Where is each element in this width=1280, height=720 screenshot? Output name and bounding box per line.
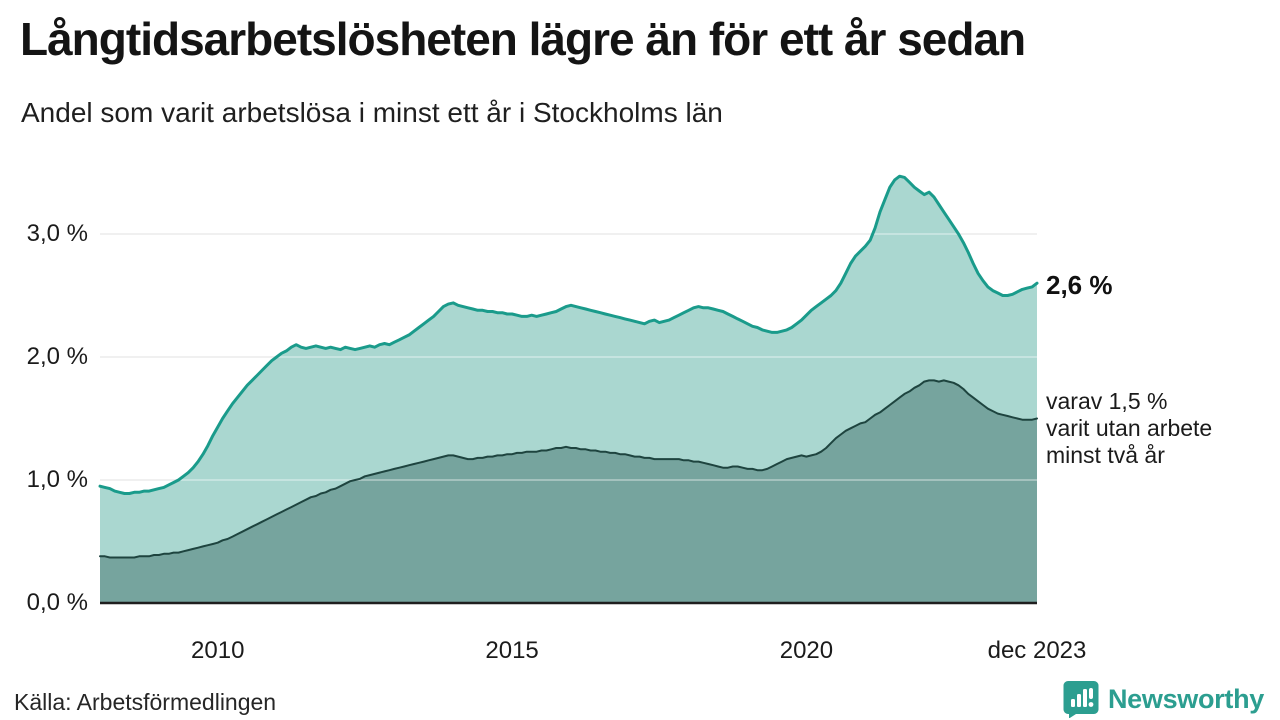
x-tick-label: 2015 xyxy=(485,637,539,664)
y-tick-label: 2,0 % xyxy=(26,343,88,370)
chart-subtitle: Andel som varit arbetslösa i minst ett å… xyxy=(21,97,723,128)
last-value-annotation: 2,6 % xyxy=(1046,270,1113,300)
y-tick-label: 1,0 % xyxy=(26,466,88,493)
annotation-line-2: varit utan arbete xyxy=(1046,415,1213,441)
newsworthy-wordmark: Newsworthy xyxy=(1107,683,1264,714)
annotation-line-3: minst två år xyxy=(1046,442,1165,468)
newsworthy-logo-link[interactable]: Newsworthy xyxy=(1063,680,1264,718)
source-credit: Källa: Arbetsförmedlingen xyxy=(14,689,277,715)
x-tick-label: 2020 xyxy=(779,637,834,664)
annotation-line-1: varav 1,5 % xyxy=(1046,388,1168,414)
two-year-annotation: varav 1,5 % varit utan arbete minst två … xyxy=(1046,388,1212,469)
x-tick-label: dec 2023 xyxy=(987,637,1087,664)
y-tick-label: 0,0 % xyxy=(26,589,88,616)
x-tick-label: 2010 xyxy=(191,637,245,664)
y-tick-label: 3,0 % xyxy=(26,220,88,247)
newsworthy-bubble-chart-icon xyxy=(1063,680,1099,718)
page-title: Långtidsarbetslösheten lägre än för ett … xyxy=(20,13,1026,65)
